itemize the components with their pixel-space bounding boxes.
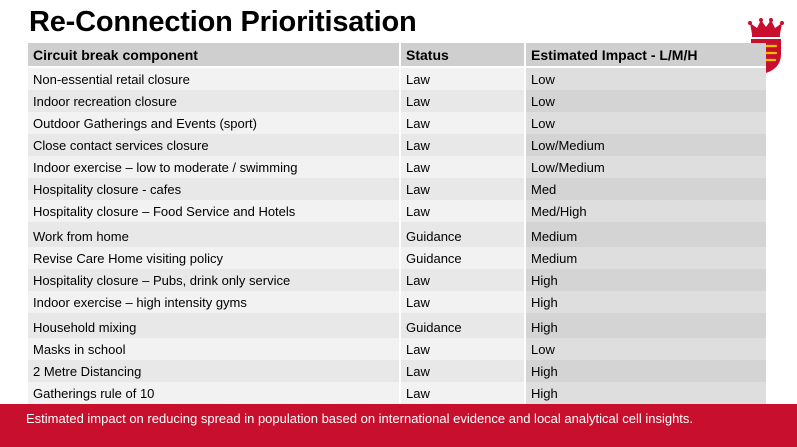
cell-status: Law	[400, 134, 526, 156]
cell-impact: Medium	[525, 247, 766, 269]
table-row: Indoor recreation closure Law Low	[28, 90, 766, 112]
table-row: Non-essential retail closure Law Low	[28, 67, 766, 90]
cell-impact: Medium	[525, 222, 766, 247]
cell-impact: Low	[525, 90, 766, 112]
cell-status: Guidance	[400, 222, 526, 247]
cell-status: Law	[400, 291, 526, 313]
cell-component: Gatherings rule of 10	[28, 382, 401, 404]
cell-status: Law	[400, 382, 526, 404]
column-header-status: Status	[400, 43, 526, 68]
cell-impact: High	[525, 382, 766, 404]
cell-component: Revise Care Home visiting policy	[28, 247, 401, 269]
table-row: Hospitality closure – Food Service and H…	[28, 200, 766, 222]
cell-component: Outdoor Gatherings and Events (sport)	[28, 112, 401, 134]
cell-impact: High	[525, 269, 766, 291]
table-row: Revise Care Home visiting policy Guidance…	[28, 247, 766, 269]
cell-component: Work from home	[28, 222, 401, 247]
cell-impact: Med	[525, 178, 766, 200]
cell-status: Law	[400, 112, 526, 134]
cell-status: Guidance	[400, 313, 526, 338]
cell-status: Guidance	[400, 247, 526, 269]
cell-status: Law	[400, 67, 526, 90]
table-row: Hospitality closure - cafes Law Med	[28, 178, 766, 200]
table-row: Hospitality closure – Pubs, drink only s…	[28, 269, 766, 291]
cell-component: Indoor recreation closure	[28, 90, 401, 112]
table-row: Work from home Guidance Medium	[28, 222, 766, 247]
cell-impact: Low/Medium	[525, 134, 766, 156]
cell-status: Law	[400, 178, 526, 200]
cell-component: 2 Metre Distancing	[28, 360, 401, 382]
cell-impact: High	[525, 313, 766, 338]
cell-component: Non-essential retail closure	[28, 67, 401, 90]
cell-component: Hospitality closure - cafes	[28, 178, 401, 200]
table-row: Household mixing Guidance High	[28, 313, 766, 338]
page-title: Re-Connection Prioritisation	[29, 6, 417, 38]
table-row: Close contact services closure Law Low/Med…	[28, 134, 766, 156]
cell-status: Law	[400, 156, 526, 178]
cell-status: Law	[400, 269, 526, 291]
cell-status: Law	[400, 338, 526, 360]
cell-status: Law	[400, 360, 526, 382]
cell-impact: Low	[525, 112, 766, 134]
table-row: Gatherings rule of 10 Law High	[28, 382, 766, 404]
table-row: Indoor exercise – low to moderate / swim…	[28, 156, 766, 178]
footer-banner: Estimated impact on reducing spread in p…	[0, 404, 797, 447]
cell-status: Law	[400, 90, 526, 112]
cell-impact: High	[525, 360, 766, 382]
cell-impact: High	[525, 291, 766, 313]
table-row: Outdoor Gatherings and Events (sport) Law…	[28, 112, 766, 134]
table-body: Non-essential retail closure Law Low Indoor…	[28, 67, 766, 404]
cell-impact: Low/Medium	[525, 156, 766, 178]
cell-component: Indoor exercise – low to moderate / swim…	[28, 156, 401, 178]
column-header-component: Circuit break component	[28, 43, 401, 68]
cell-component: Hospitality closure – Pubs, drink only s…	[28, 269, 401, 291]
reconnection-table: Circuit break component Status Estimated…	[28, 43, 766, 404]
table-row: Indoor exercise – high intensity gyms Law…	[28, 291, 766, 313]
cell-component: Close contact services closure	[28, 134, 401, 156]
cell-component: Household mixing	[28, 313, 401, 338]
cell-component: Hospitality closure – Food Service and H…	[28, 200, 401, 222]
table-row: 2 Metre Distancing Law High	[28, 360, 766, 382]
cell-impact: Low	[525, 338, 766, 360]
cell-component: Masks in school	[28, 338, 401, 360]
cell-impact: Low	[525, 67, 766, 90]
footer-note: Estimated impact on reducing spread in p…	[26, 411, 694, 426]
cell-status: Law	[400, 200, 526, 222]
cell-component: Indoor exercise – high intensity gyms	[28, 291, 401, 313]
table-header-row: Circuit break component Status Estimated…	[28, 43, 766, 68]
table-row: Masks in school Law Low	[28, 338, 766, 360]
cell-impact: Med/High	[525, 200, 766, 222]
column-header-impact: Estimated Impact - L/M/H	[525, 43, 766, 68]
